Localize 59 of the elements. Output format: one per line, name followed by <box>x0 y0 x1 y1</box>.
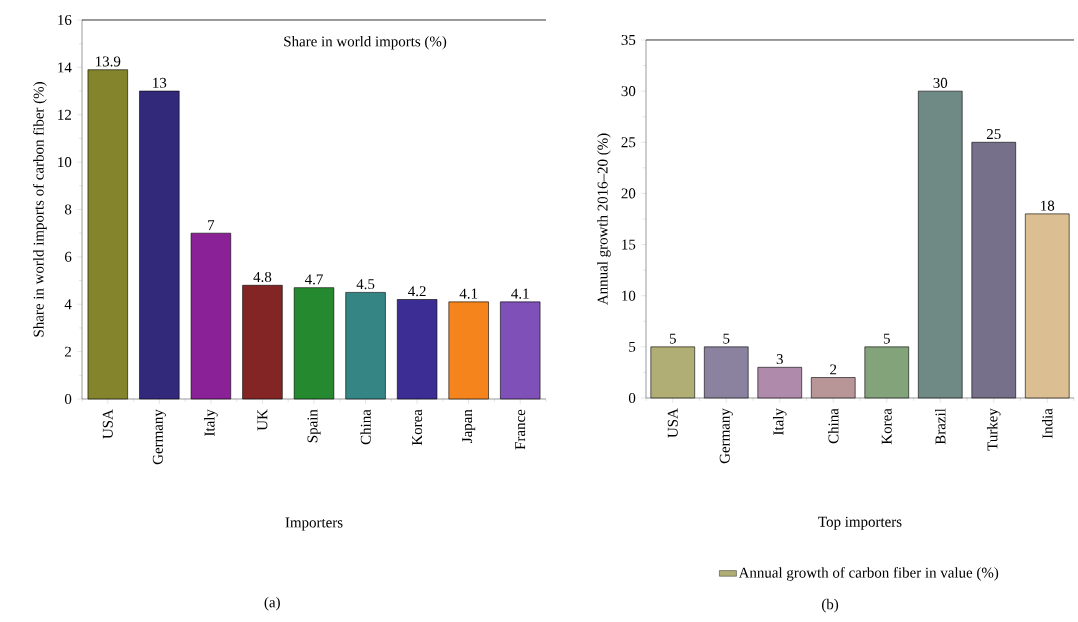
x-tick-label: USA <box>667 408 678 438</box>
x-tick-label: Italy <box>772 408 787 436</box>
data-label: 5 <box>883 333 890 344</box>
y-tick-label: 20 <box>621 188 636 199</box>
x-tick-label: China <box>828 408 839 444</box>
y-tick-label: 0 <box>628 392 636 404</box>
text: (b) <box>821 598 839 613</box>
data-label: 4.7 <box>304 274 323 285</box>
x-tick-label: USA <box>102 409 113 439</box>
legend-label: Annual growth of carbon fiber in value (%) <box>738 567 999 581</box>
x-tick-label: Brazil <box>935 408 946 445</box>
data-label: 18 <box>1041 200 1055 211</box>
data-label: 4.5 <box>356 279 375 290</box>
y-tick-label: 4 <box>64 299 72 310</box>
data-label: 30 <box>933 77 948 88</box>
y-tick-label: 10 <box>58 157 72 168</box>
y-tick-label: 15 <box>622 239 636 250</box>
x-axis-title: Top importers <box>818 516 902 530</box>
y-axis-title: Annual growth 2016–20 (%) <box>597 133 611 305</box>
x-tick-label: Turkey <box>986 408 1001 451</box>
data-label: 5 <box>669 333 676 344</box>
data-label: 4.2 <box>408 286 426 297</box>
x-tick-label: Germany <box>719 408 733 464</box>
data-label: 5 <box>723 333 730 344</box>
x-tick-label: Korea <box>412 409 423 446</box>
y-tick-label: 8 <box>64 204 72 215</box>
y-tick-label: 16 <box>58 14 72 25</box>
data-label: 7 <box>208 220 215 230</box>
y-tick-label: 35 <box>621 34 636 45</box>
data-label: 13 <box>153 77 167 88</box>
y-tick-label: 2 <box>65 346 71 357</box>
data-label: 4.8 <box>253 271 272 283</box>
text: (a) <box>264 596 280 611</box>
data-label: 3 <box>776 354 783 365</box>
y-tick-label: 10 <box>622 290 636 301</box>
y-tick-label: 30 <box>621 86 636 97</box>
y-axis-title: Share in world imports of carbon fiber (%) <box>33 82 47 337</box>
x-tick-label: Spain <box>307 409 321 443</box>
data-label: 2 <box>830 364 837 375</box>
y-tick-label: 6 <box>65 251 72 262</box>
x-tick-label: India <box>1042 408 1053 439</box>
annotation: Share in world imports (%) <box>284 35 447 50</box>
x-tick-label: UK <box>257 409 268 431</box>
data-label: 4.1 <box>511 288 529 299</box>
y-tick-label: 0 <box>64 393 72 405</box>
data-label: 4.1 <box>459 288 478 299</box>
data-label: 25 <box>986 129 1001 140</box>
x-tick-label: Japan <box>462 409 476 443</box>
x-tick-label: Italy <box>204 409 218 437</box>
x-axis-title: Importers <box>285 517 343 531</box>
data-label: 13.9 <box>96 56 121 67</box>
x-tick-label: France <box>515 409 526 450</box>
y-tick-label: 12 <box>58 109 71 120</box>
x-tick-label: Germany <box>152 409 166 465</box>
y-tick-label: 5 <box>629 341 636 352</box>
y-tick-label: 25 <box>621 137 636 148</box>
x-tick-label: China <box>360 409 371 445</box>
y-tick-label: 14 <box>58 62 72 73</box>
x-tick-label: Korea <box>881 408 892 445</box>
